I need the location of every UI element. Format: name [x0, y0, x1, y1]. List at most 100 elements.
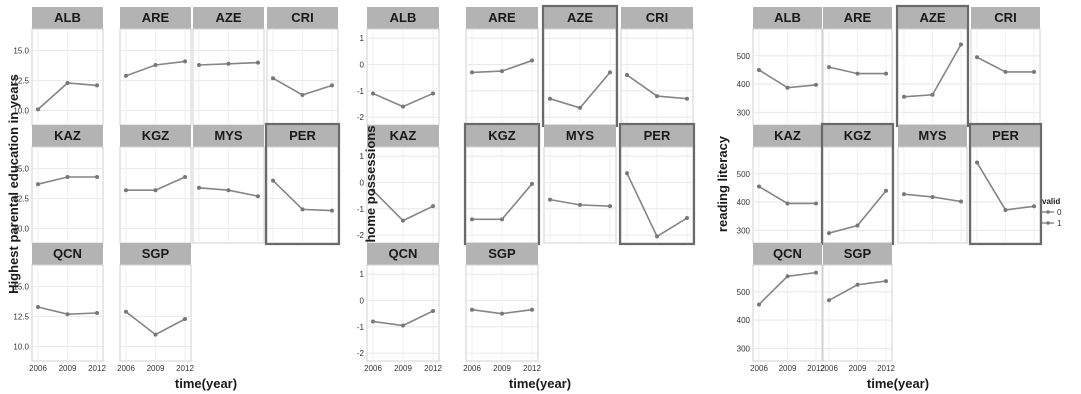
facet-strip [367, 243, 439, 265]
facet-strip [466, 243, 538, 265]
facet-panel-per: PER [264, 122, 341, 246]
legend-title: valid [1042, 197, 1060, 206]
facet-panel-are: ARE [119, 7, 192, 126]
facet-strip [621, 125, 693, 147]
facet-panel-cri: CRI [620, 7, 694, 126]
y-tick-label: -1 [357, 205, 365, 214]
facet-panel-sgp: SGP 2006 2009 2012 [820, 243, 895, 373]
facet-strip [367, 7, 439, 29]
facet-strip [544, 125, 616, 147]
facet-strip [544, 7, 616, 29]
data-point [197, 63, 201, 67]
facet-panel-sgp: SGP 2006 2009 2012 [463, 243, 541, 373]
y-tick-label: 1 [360, 152, 365, 161]
facet-strip-label: SGP [488, 246, 516, 261]
y-tick-label: 0 [360, 179, 365, 188]
facet-strip-label: AZE [920, 10, 946, 25]
facet-panel-qcn: QCN -2 -1 0 1 2006 2009 2012 [357, 243, 442, 373]
y-tick-label: -1 [357, 87, 365, 96]
data-point [855, 282, 860, 287]
data-point [608, 204, 612, 209]
facet-strip-label: KGZ [844, 128, 872, 143]
data-point [226, 61, 231, 66]
y-tick-label: -2 [357, 349, 365, 358]
facet-strip-label: KAZ [54, 128, 81, 143]
data-point [855, 71, 860, 76]
data-point [183, 175, 187, 179]
facet-panel-cri: CRI [970, 7, 1041, 126]
data-point [95, 311, 99, 315]
data-point [197, 185, 201, 190]
data-point [884, 279, 888, 284]
data-point [500, 69, 504, 74]
facet-strip-label: PER [992, 128, 1019, 143]
facet-strip [898, 7, 967, 29]
chart-2: ALB -2 -1 0 1 ARE AZE CRI KAZ -2 -1 0 1 KGZ MYS PER QCN -… [357, 4, 696, 391]
facet-strip [753, 243, 822, 265]
x-tick-label: 2006 [750, 364, 768, 373]
data-point [271, 76, 275, 81]
facet-strip-label: PER [644, 128, 671, 143]
data-point [625, 73, 629, 78]
y-tick-label: 12.5 [13, 77, 29, 86]
data-point [757, 184, 761, 189]
y-tick-label: 10.0 [13, 225, 29, 234]
data-point [959, 199, 963, 204]
data-point [401, 218, 405, 223]
facet-strip-label: KAZ [774, 128, 801, 143]
y-tick-label: 300 [737, 226, 751, 235]
x-tick-label: 2009 [394, 364, 412, 373]
highlight-frame [264, 122, 341, 246]
data-point [330, 208, 334, 213]
facet-strip-label: ALB [390, 10, 417, 25]
data-point [902, 94, 906, 99]
facet-strip [898, 125, 967, 147]
facet-strip-label: ALB [774, 10, 801, 25]
legend: valid 0 1 [1042, 197, 1062, 228]
data-point [36, 182, 40, 187]
y-tick-label: 500 [737, 52, 751, 61]
y-tick-label: -1 [357, 323, 365, 332]
y-tick-label: 500 [737, 288, 751, 297]
data-point [431, 91, 435, 96]
data-point [757, 302, 761, 307]
facet-strip [193, 125, 264, 147]
facet-strip [971, 125, 1040, 147]
highlight-frame [968, 122, 1043, 246]
y-tick-label: 1 [360, 270, 365, 279]
x-tick-label: 2009 [849, 364, 867, 373]
x-tick-label: 2006 [463, 364, 481, 373]
facet-strip-label: QCN [773, 246, 802, 261]
facet-strip [621, 7, 693, 29]
data-point [183, 59, 187, 64]
y-tick-label: 0 [360, 297, 365, 306]
data-point [975, 160, 979, 165]
y-tick-label: 400 [737, 198, 751, 207]
facet-strip-label: KGZ [488, 128, 516, 143]
data-point [785, 201, 790, 206]
facet-panel-sgp: SGP 2006 2009 2012 [117, 243, 194, 373]
y-tick-label: 400 [737, 80, 751, 89]
facet-strip-label: MYS [918, 128, 947, 143]
data-point [371, 91, 375, 96]
x-axis-title: time(year) [509, 376, 571, 391]
facet-panel-qcn: QCN 300 400 500 2006 2009 2012 [737, 243, 825, 373]
y-axis-title: Highest parental education in years [6, 74, 21, 294]
data-point [124, 309, 128, 314]
facet-panel-kaz: KAZ 10.0 12.5 15.0 [13, 125, 104, 244]
data-point [470, 217, 474, 222]
x-tick-label: 2012 [523, 364, 541, 373]
x-tick-label: 2009 [779, 364, 797, 373]
data-point [431, 204, 435, 209]
data-point [757, 67, 761, 72]
data-point [1032, 69, 1036, 74]
data-point [256, 60, 260, 65]
facet-panel-alb: ALB 10.0 12.5 15.0 [13, 7, 104, 126]
data-point [330, 83, 334, 88]
legend-entry-label: 0 [1057, 208, 1062, 217]
facet-strip-label: ARE [488, 10, 516, 25]
data-point [548, 197, 552, 202]
facet-strip-label: QCN [389, 246, 418, 261]
x-tick-label: 2006 [29, 364, 47, 373]
